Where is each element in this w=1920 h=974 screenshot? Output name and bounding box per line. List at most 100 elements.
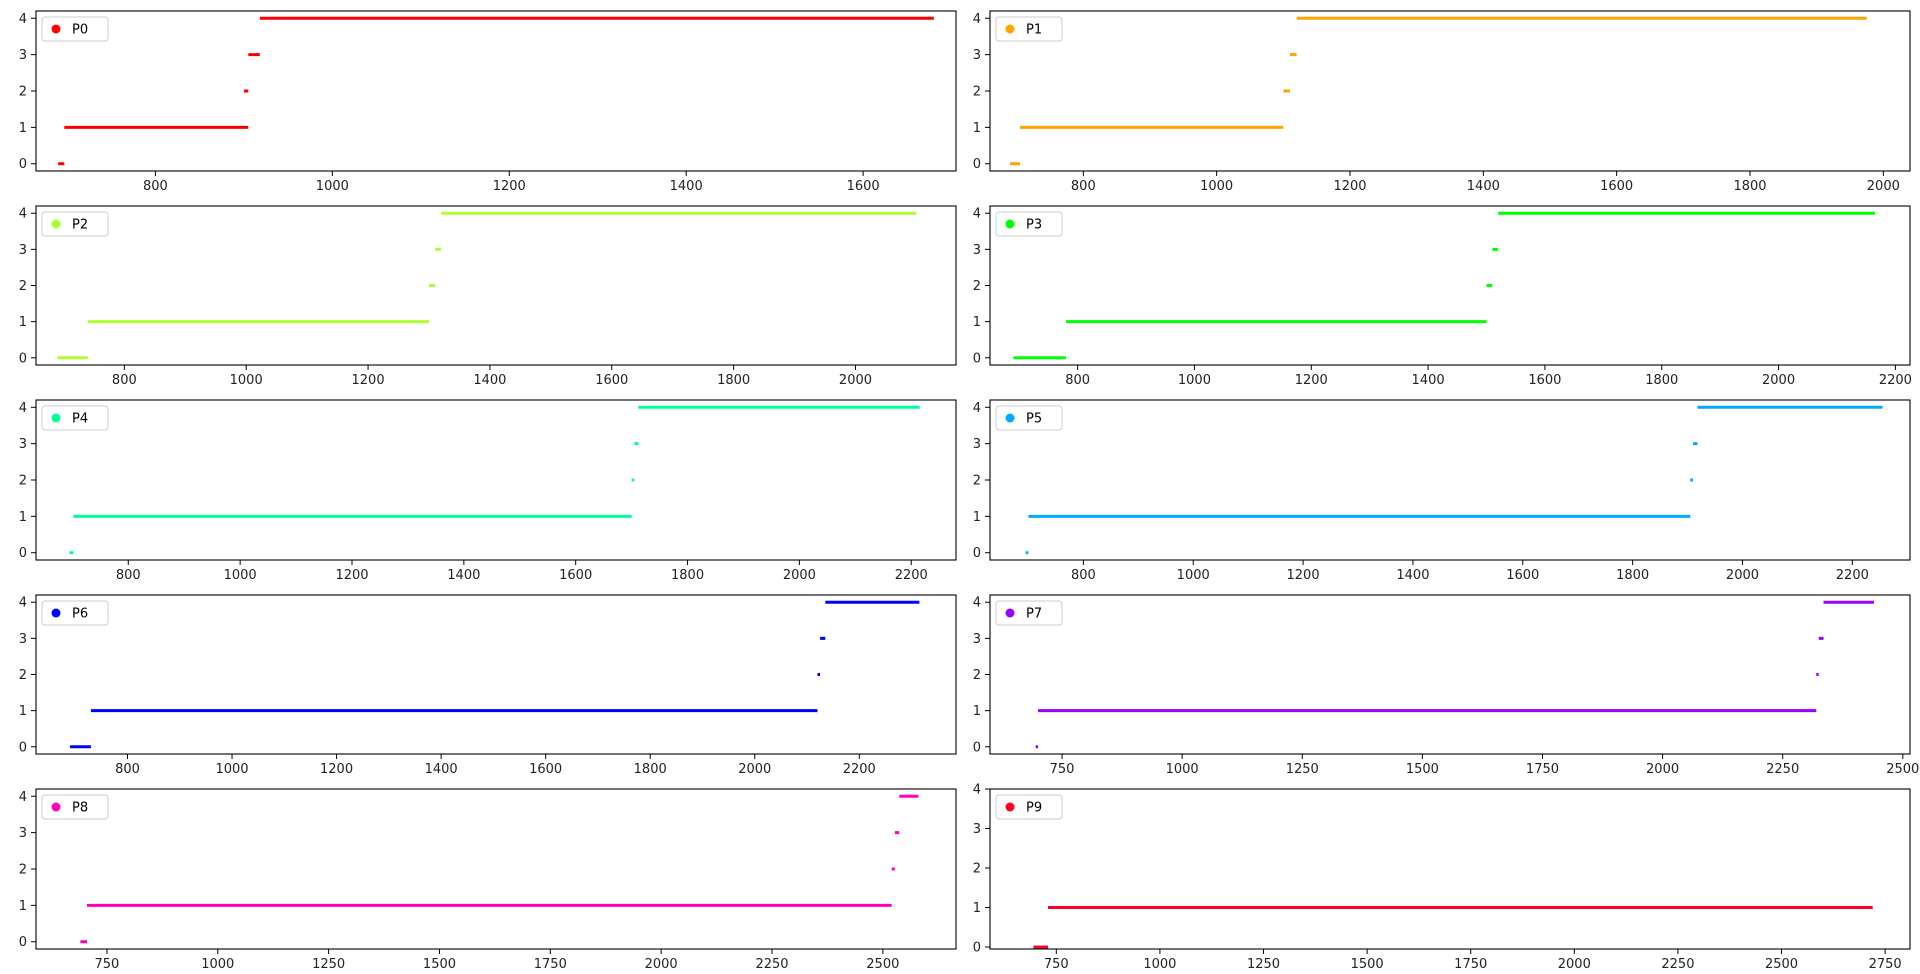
- y-tick-label: 4: [19, 596, 27, 611]
- y-tick-label: 3: [973, 822, 981, 837]
- y-tick-label: 3: [19, 243, 27, 258]
- y-tick-label: 3: [973, 243, 981, 258]
- legend-box: [41, 600, 109, 626]
- x-tick-label: 800: [1071, 568, 1096, 583]
- legend: P2: [41, 211, 109, 237]
- legend-box: [41, 405, 109, 431]
- legend-marker: [1005, 802, 1015, 812]
- y-tick-label: 1: [19, 315, 27, 330]
- x-tick-label: 1000: [224, 568, 257, 583]
- y-tick-label: 2: [973, 862, 981, 877]
- legend-label: P7: [1026, 607, 1042, 622]
- legend-marker: [51, 802, 61, 812]
- legend-label: P9: [1026, 801, 1042, 816]
- y-tick-label: 2: [19, 474, 27, 489]
- x-tick-label: 800: [115, 762, 140, 777]
- x-tick-label: 1000: [1177, 568, 1210, 583]
- x-tick-label: 800: [1065, 373, 1090, 388]
- legend-label: P1: [1026, 23, 1042, 38]
- legend-marker: [1005, 608, 1015, 618]
- legend: P7: [995, 600, 1063, 626]
- y-tick-label: 3: [19, 632, 27, 647]
- legend: P9: [995, 794, 1063, 820]
- x-tick-label: 2000: [738, 762, 771, 777]
- x-tick-label: 1750: [1526, 762, 1559, 777]
- x-tick-label: 2750: [1869, 957, 1902, 972]
- y-tick-label: 1: [973, 315, 981, 330]
- y-tick-label: 1: [973, 901, 981, 916]
- x-tick-label: 2000: [783, 568, 816, 583]
- y-tick-label: 0: [19, 740, 27, 755]
- legend-marker: [51, 413, 61, 423]
- x-tick-label: 1750: [1454, 957, 1487, 972]
- x-tick-label: 1400: [670, 179, 703, 194]
- y-tick-label: 2: [973, 279, 981, 294]
- legend-box: [995, 16, 1063, 42]
- legend: P3: [995, 211, 1063, 237]
- x-tick-label: 1800: [1616, 568, 1649, 583]
- segments-p0: [58, 16, 934, 166]
- axes-frame: [35, 205, 957, 366]
- y-tick-label: 2: [19, 85, 27, 100]
- x-tick-label: 1000: [215, 762, 248, 777]
- y-tick-label: 3: [973, 437, 981, 452]
- segments-p3: [1013, 211, 1875, 360]
- x-tick-label: 1200: [1333, 179, 1366, 194]
- y-tick-label: 4: [973, 596, 981, 611]
- x-tick-label: 1000: [316, 179, 349, 194]
- legend: P1: [995, 16, 1063, 42]
- x-tick-label: 1400: [1396, 568, 1429, 583]
- x-tick-label: 750: [95, 957, 120, 972]
- subplot-p0: 800 1000 1200 1400 1600 0 1 2 3 4 P0: [19, 10, 957, 194]
- x-tick-label: 1600: [559, 568, 592, 583]
- x-tick-label: 1500: [1351, 957, 1384, 972]
- x-tick-label: 1200: [1287, 568, 1320, 583]
- x-tick-label: 750: [1044, 957, 1069, 972]
- legend: P6: [41, 600, 109, 626]
- subplot-p4: 800 1000 1200 1400 1600 1800 2000 2200 0 1 2 3 4 P4: [19, 399, 957, 583]
- y-tick-label: 2: [19, 863, 27, 878]
- legend-box: [995, 794, 1063, 820]
- x-tick-label: 1800: [671, 568, 704, 583]
- legend-marker: [51, 219, 61, 229]
- y-tick-label: 0: [973, 941, 981, 956]
- axes-frame: [35, 399, 957, 561]
- legend-box: [995, 405, 1063, 431]
- x-tick-label: 800: [1071, 179, 1096, 194]
- y-tick-label: 0: [19, 351, 27, 366]
- x-tick-label: 1600: [1506, 568, 1539, 583]
- axes-frame: [989, 10, 1911, 172]
- y-tick-label: 3: [19, 826, 27, 841]
- x-tick-label: 2000: [1867, 179, 1900, 194]
- segments-p8: [80, 794, 919, 944]
- x-tick-label: 800: [112, 373, 137, 388]
- x-tick-label: 1200: [320, 762, 353, 777]
- legend-marker: [1005, 219, 1015, 229]
- legend-label: P5: [1026, 412, 1042, 427]
- y-tick-label: 1: [19, 899, 27, 914]
- legend-label: P2: [72, 218, 88, 233]
- y-tick-label: 4: [973, 207, 981, 222]
- x-tick-label: 1000: [1166, 762, 1199, 777]
- x-tick-label: 2200: [1836, 568, 1869, 583]
- legend: P8: [41, 794, 109, 820]
- segments-p7: [1035, 600, 1874, 749]
- segments-p4: [69, 405, 920, 555]
- x-tick-label: 1000: [1178, 373, 1211, 388]
- x-tick-label: 1400: [1412, 373, 1445, 388]
- legend-marker: [1005, 413, 1015, 423]
- axes-frame: [989, 594, 1911, 755]
- legend-marker: [1005, 24, 1015, 34]
- legend: P0: [41, 16, 109, 42]
- x-tick-label: 2000: [839, 373, 872, 388]
- y-tick-label: 3: [19, 48, 27, 63]
- x-tick-label: 1400: [447, 568, 480, 583]
- y-tick-label: 2: [973, 85, 981, 100]
- x-tick-label: 800: [143, 179, 168, 194]
- x-tick-label: 2200: [1879, 373, 1912, 388]
- legend-box: [995, 211, 1063, 237]
- axes-frame: [989, 788, 1911, 950]
- legend-label: P4: [72, 412, 88, 427]
- x-tick-label: 1600: [1528, 373, 1561, 388]
